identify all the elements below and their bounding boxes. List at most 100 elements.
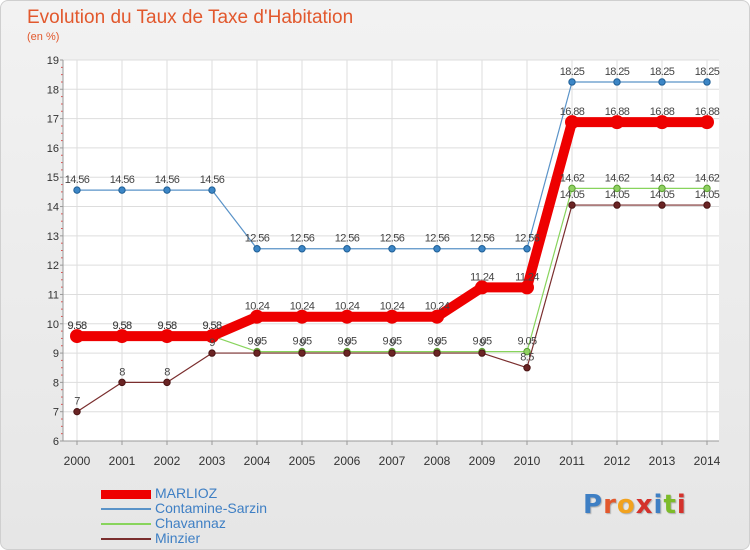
data-point-contamine-sarzin xyxy=(523,245,531,253)
data-point-contamine-sarzin xyxy=(613,78,621,86)
y-tick-label: 8 xyxy=(53,377,59,389)
data-point-minzier xyxy=(73,407,81,416)
data-label-minzier: 9 xyxy=(479,337,485,349)
y-tick-label: 16 xyxy=(47,143,59,155)
data-point-chavannaz xyxy=(523,347,531,356)
chart-title: Evolution du Taux de Taxe d'Habitation xyxy=(27,7,354,28)
x-tick-label: 2006 xyxy=(334,454,361,468)
data-label-contamine-sarzin: 12.56 xyxy=(470,233,495,245)
legend-swatch xyxy=(101,523,151,525)
data-label-minzier: 8 xyxy=(164,366,170,378)
data-label-chavannaz: 9.05 xyxy=(382,336,401,348)
data-label-marlioz: 10.24 xyxy=(245,301,270,313)
data-point-marlioz xyxy=(430,309,444,324)
data-point-minzier xyxy=(163,378,171,387)
data-point-marlioz xyxy=(565,115,579,130)
data-label-minzier: 8.5 xyxy=(520,352,534,364)
data-label-marlioz: 10.24 xyxy=(335,301,360,313)
data-point-contamine-sarzin xyxy=(703,78,711,86)
data-label-marlioz: 11.24 xyxy=(470,271,494,283)
data-point-marlioz xyxy=(70,329,84,344)
data-label-contamine-sarzin: 18.25 xyxy=(605,66,630,78)
data-label-marlioz: 10.24 xyxy=(290,301,315,313)
y-tick-label: 12 xyxy=(47,260,59,272)
data-point-marlioz xyxy=(520,280,534,295)
data-point-marlioz xyxy=(475,280,489,295)
data-label-chavannaz: 14.62 xyxy=(560,172,585,184)
data-point-contamine-sarzin xyxy=(658,78,666,86)
data-label-chavannaz: 9.58 xyxy=(157,320,176,332)
y-tick-label: 17 xyxy=(47,114,59,126)
data-label-marlioz: 11.24 xyxy=(515,271,539,283)
data-point-chavannaz xyxy=(613,184,621,193)
data-point-contamine-sarzin xyxy=(118,186,126,194)
x-tick-label: 2002 xyxy=(154,454,181,468)
x-tick-label: 2012 xyxy=(604,454,631,468)
legend-label: Minzier xyxy=(155,530,201,546)
data-point-minzier xyxy=(433,349,441,357)
data-label-marlioz: 9.58 xyxy=(112,320,131,332)
data-label-minzier: 9 xyxy=(389,337,395,349)
legend-swatch xyxy=(101,489,151,499)
x-tick-label: 2003 xyxy=(199,454,226,468)
data-label-contamine-sarzin: 12.56 xyxy=(515,233,540,245)
data-label-minzier: 7 xyxy=(74,396,80,408)
data-point-marlioz xyxy=(655,115,669,130)
data-label-contamine-sarzin: 12.56 xyxy=(380,233,405,245)
data-point-contamine-sarzin xyxy=(343,245,351,253)
y-tick-label: 14 xyxy=(47,202,59,214)
y-tick-label: 18 xyxy=(47,84,59,96)
data-point-minzier xyxy=(523,364,531,372)
data-point-minzier xyxy=(613,201,621,209)
legend-label: Chavannaz xyxy=(155,515,226,531)
data-label-contamine-sarzin: 14.56 xyxy=(200,174,225,186)
data-label-chavannaz: 14.62 xyxy=(695,172,720,184)
data-label-contamine-sarzin: 14.56 xyxy=(65,174,90,186)
legend-swatch xyxy=(101,538,151,540)
data-point-contamine-sarzin xyxy=(208,186,216,194)
data-point-minzier xyxy=(298,349,306,357)
y-tick-label: 6 xyxy=(53,436,59,448)
data-label-minzier: 9 xyxy=(299,337,305,349)
x-tick-label: 2005 xyxy=(289,454,316,468)
x-tick-label: 2001 xyxy=(109,454,136,468)
data-label-minzier: 9 xyxy=(254,337,260,349)
x-tick-label: 2014 xyxy=(694,454,721,468)
data-label-contamine-sarzin: 12.56 xyxy=(290,233,315,245)
y-tick-label: 9 xyxy=(53,348,59,360)
data-label-marlioz: 16.88 xyxy=(560,106,585,118)
data-label-marlioz: 16.88 xyxy=(605,106,630,118)
data-label-chavannaz: 9.05 xyxy=(337,336,356,348)
data-label-contamine-sarzin: 14.56 xyxy=(110,174,135,186)
data-point-minzier xyxy=(658,201,666,209)
x-tick-label: 2000 xyxy=(64,454,91,468)
data-label-chavannaz: 14.62 xyxy=(650,172,675,184)
data-label-chavannaz: 9.05 xyxy=(427,336,446,348)
data-point-minzier xyxy=(478,349,486,357)
data-point-contamine-sarzin xyxy=(73,186,81,194)
y-tick-label: 13 xyxy=(47,231,59,243)
data-label-contamine-sarzin: 14.56 xyxy=(155,174,180,186)
data-point-marlioz xyxy=(340,309,354,324)
data-label-contamine-sarzin: 12.56 xyxy=(335,233,360,245)
y-tick-label: 10 xyxy=(47,319,59,331)
data-label-minzier: 9 xyxy=(434,337,440,349)
data-label-minzier: 9 xyxy=(209,337,215,349)
data-point-contamine-sarzin xyxy=(388,245,396,253)
x-tick-label: 2007 xyxy=(379,454,406,468)
data-label-chavannaz: 14.62 xyxy=(605,172,630,184)
data-label-minzier: 8 xyxy=(119,366,125,378)
data-point-contamine-sarzin xyxy=(253,245,261,253)
data-point-chavannaz xyxy=(658,184,666,193)
data-point-minzier xyxy=(208,349,216,357)
y-tick-label: 7 xyxy=(53,407,59,419)
data-point-contamine-sarzin xyxy=(433,245,441,253)
data-point-marlioz xyxy=(295,309,309,324)
legend-swatch xyxy=(101,508,151,510)
x-tick-label: 2013 xyxy=(649,454,676,468)
data-label-chavannaz: 9.05 xyxy=(247,336,266,348)
proxiti-logo: Proxiti xyxy=(583,490,687,520)
data-label-marlioz: 16.88 xyxy=(650,106,675,118)
data-label-marlioz: 10.24 xyxy=(425,301,450,313)
